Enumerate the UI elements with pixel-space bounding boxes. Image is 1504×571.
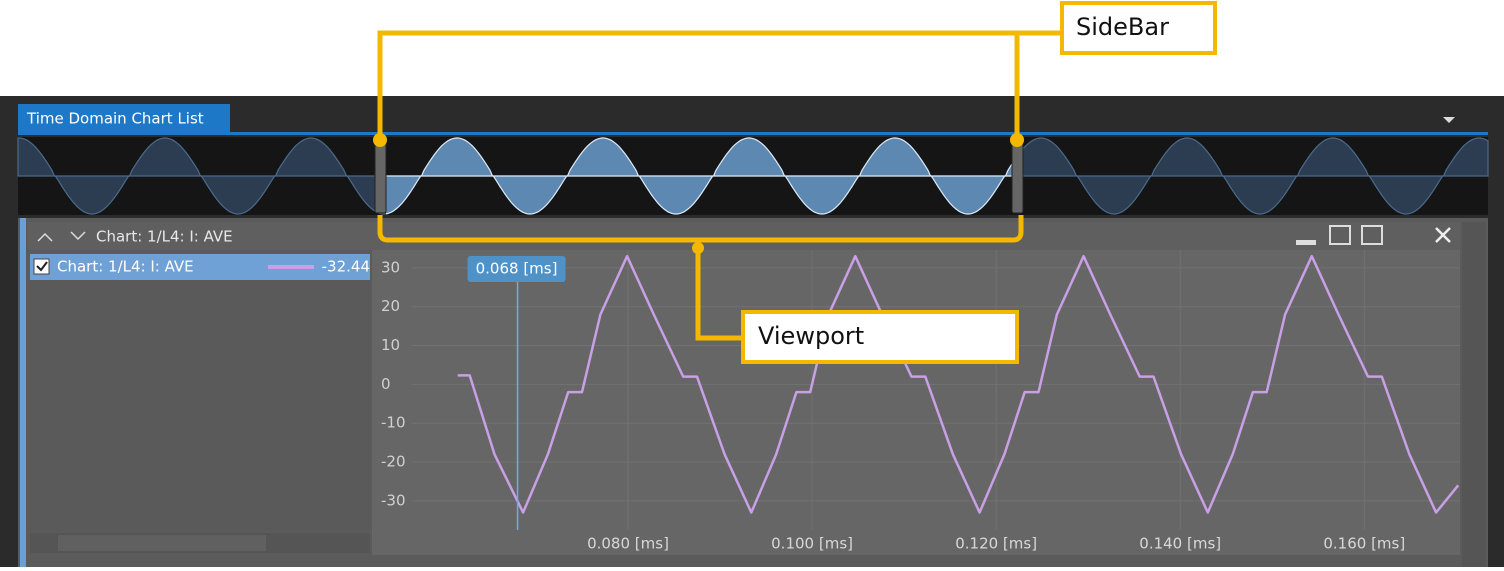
legend-label: Chart: 1/L4: I: AVE	[57, 258, 194, 276]
y-tick-label: -20	[381, 453, 406, 471]
x-tick-label: 0.100 [ms]	[771, 535, 853, 553]
x-tick-label: 0.160 [ms]	[1323, 535, 1405, 553]
collapse-up[interactable]	[37, 232, 53, 242]
annotation-box	[1060, 1, 1217, 55]
collapse-down[interactable]	[70, 231, 86, 241]
fit[interactable]	[1329, 225, 1351, 245]
cursor-label: 0.068 [ms]	[476, 260, 558, 278]
zoom[interactable]	[1361, 225, 1383, 245]
checkbox[interactable]	[33, 258, 50, 275]
y-tick-label: 0	[381, 375, 391, 393]
y-tick-label: 20	[381, 297, 400, 315]
plot: 30 20 10 0 -10 -20 -30 0.080 [ms] 0.100 [ms] 0.12…	[381, 250, 1460, 553]
annotation-label: SideBar	[1076, 13, 1169, 41]
sidebar-handle[interactable]	[1011, 142, 1024, 214]
legend-value: -32.44	[322, 258, 370, 276]
x-tick-label: 0.140 [ms]	[1139, 535, 1221, 553]
tab[interactable]	[18, 104, 230, 132]
cursor-label-bg	[467, 256, 566, 282]
annotation-dot	[1010, 133, 1024, 147]
v-scrollbar[interactable]	[1462, 222, 1486, 567]
y-tick-label: 30	[381, 258, 400, 276]
legend-swatch	[268, 265, 314, 269]
annotation-label: Viewport	[758, 322, 864, 350]
chart-title: Chart: 1/L4: I: AVE	[96, 228, 233, 246]
y-tick-label: -30	[381, 491, 406, 509]
minimize[interactable]	[1296, 240, 1316, 245]
tab-label: Time Domain Chart List	[26, 110, 204, 128]
annotation-dot	[373, 133, 387, 147]
y-tick-label: 10	[381, 336, 400, 354]
overview-viewport-wave	[386, 137, 1012, 215]
h-scroll-thumb[interactable]	[58, 535, 266, 551]
x-tick-label: 0.120 [ms]	[955, 535, 1037, 553]
window-edge	[20, 218, 26, 567]
dropdown[interactable]	[1443, 117, 1455, 123]
sidebar-handle[interactable]	[374, 142, 387, 214]
annotation-box	[741, 310, 1019, 364]
chart-header	[28, 222, 1460, 250]
overview-area	[386, 137, 1012, 215]
series-line	[457, 254, 1460, 514]
checkmark	[36, 261, 48, 272]
plot-area	[372, 250, 1460, 555]
tab-line	[18, 132, 1488, 135]
x-tick-label: 0.080 [ms]	[587, 535, 669, 553]
annotation-lines	[377, 30, 1062, 341]
annotation-dot	[692, 242, 704, 254]
y-tick-label: -10	[381, 414, 406, 432]
close[interactable]	[1435, 227, 1451, 243]
legend-pane	[30, 254, 370, 530]
